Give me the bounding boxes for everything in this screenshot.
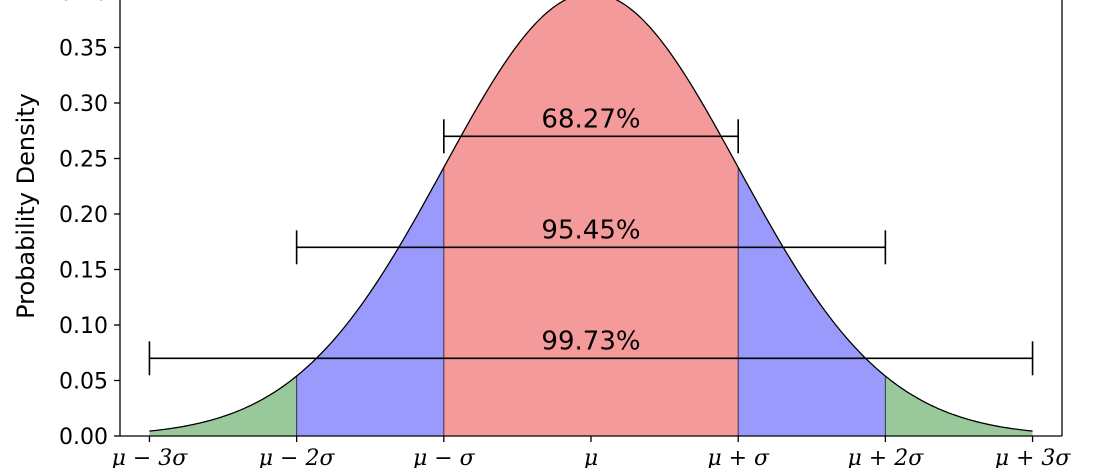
interval-label: 68.27% — [541, 104, 640, 134]
x-tick-label: μ − 3σ — [112, 446, 189, 468]
region-1 — [296, 167, 444, 436]
y-tick-label: 0.30 — [59, 92, 108, 117]
y-tick-label: 0.35 — [59, 37, 108, 62]
shaded-regions — [149, 0, 1033, 436]
region-2 — [443, 0, 739, 436]
region-4 — [885, 376, 1033, 436]
x-tick-label: μ + 3σ — [995, 446, 1072, 468]
interval-brackets: 68.27% 95.45% 99.73% — [148, 104, 1034, 376]
y-tick-label: 0.25 — [59, 148, 108, 173]
region-0 — [149, 376, 297, 436]
x-tick-label: μ − 2σ — [259, 446, 336, 468]
y-tick-label: 0.20 — [59, 203, 108, 228]
region-3 — [738, 167, 886, 436]
y-ticks: 0.00 0.05 0.10 0.15 0.20 0.25 0.30 0.35 0.40 — [59, 0, 120, 450]
x-tick-label: μ + σ — [707, 446, 770, 468]
density-curve — [149, 0, 1033, 432]
x-tick-label: μ — [584, 446, 598, 468]
y-tick-label: 0.05 — [59, 370, 108, 395]
interval-label: 95.45% — [541, 215, 640, 245]
y-tick-label: 0.10 — [59, 314, 108, 339]
y-axis-label: Probability Density — [12, 93, 40, 319]
x-tick-label: μ + 2σ — [848, 446, 925, 468]
x-ticks: μ − 3σ μ − 2σ μ − σ μ μ + σ μ + 2σ μ + 3σ — [112, 436, 1072, 468]
y-tick-label: 0.40 — [59, 0, 108, 6]
y-tick-label: 0.15 — [59, 259, 108, 284]
x-tick-label: μ − σ — [413, 446, 476, 468]
interval-label: 99.73% — [541, 326, 640, 356]
y-tick-label: 0.00 — [59, 425, 108, 450]
sigma-boundary-lines — [296, 167, 886, 436]
